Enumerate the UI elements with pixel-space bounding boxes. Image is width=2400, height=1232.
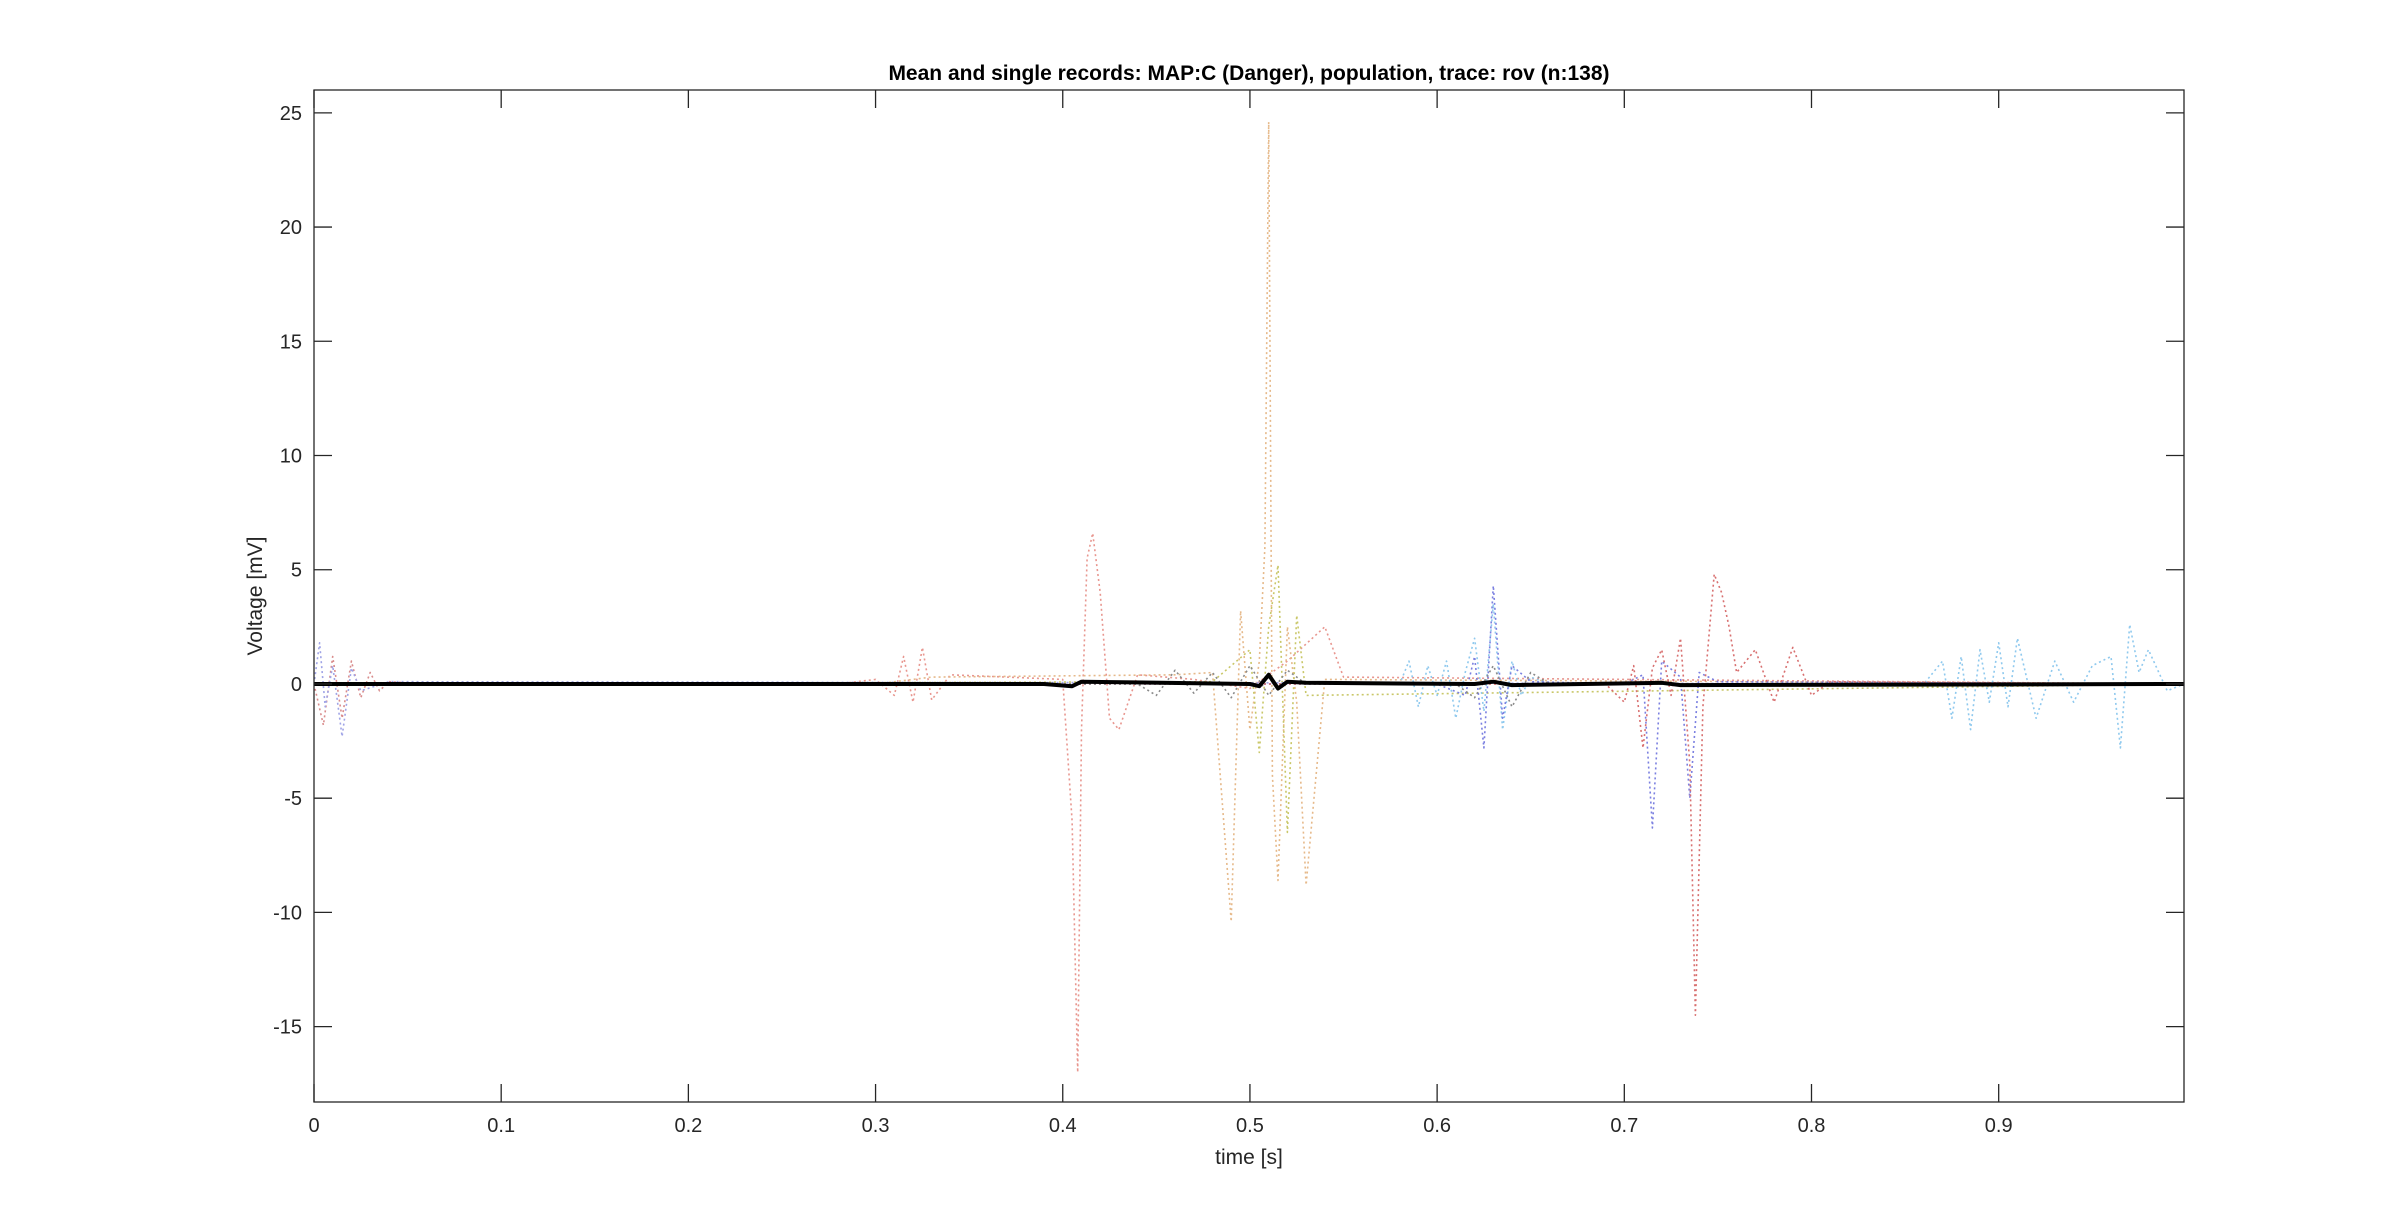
y-tick-label: 20: [280, 217, 302, 239]
chart-title: Mean and single records: MAP:C (Danger),…: [888, 62, 1609, 85]
trace-layer: [314, 121, 2184, 1074]
mean-trace-line: [314, 672, 2184, 691]
x-tick-label: 0.9: [1985, 1115, 2013, 1137]
x-tick-label: 0: [308, 1115, 319, 1137]
x-tick-label: 0.7: [1610, 1115, 1638, 1137]
single-record-trace-6: [314, 603, 2184, 749]
y-tick-label: 15: [280, 331, 302, 353]
y-tick-label: -5: [284, 788, 302, 810]
y-tick-label: -15: [273, 1017, 302, 1039]
x-axis-label: time [s]: [1215, 1146, 1283, 1169]
x-tick-label: 0.2: [674, 1115, 702, 1137]
x-tick-label: 0.1: [487, 1115, 515, 1137]
x-tick-label: 0.8: [1798, 1115, 1826, 1137]
x-tick-label: 0.3: [862, 1115, 890, 1137]
axes-frame: [313, 89, 2185, 1103]
y-tick-label: 5: [291, 560, 302, 582]
trace-group: [314, 121, 2184, 1074]
single-record-trace-8: [314, 573, 2184, 1017]
tick-layer: 0 0.1 0.2 0.3 0.4 0.5 0.6 0.7 0.8 0.9 -15 -10 -5 0 5 10…: [273, 90, 2184, 1137]
x-tick-label: 0.5: [1236, 1115, 1264, 1137]
y-axis-label: Voltage [mV]: [244, 536, 267, 655]
axes-border: [313, 89, 2185, 1103]
y-tick-label: 10: [280, 446, 302, 468]
y-tick-label: -10: [273, 902, 302, 924]
y-tick-label: 25: [280, 103, 302, 125]
single-record-trace-1: [314, 532, 2184, 1074]
y-tick-label: 0: [291, 674, 302, 696]
single-record-trace-9: [314, 664, 2184, 708]
single-record-trace-2: [314, 121, 2184, 923]
x-tick-label: 0.6: [1423, 1115, 1451, 1137]
plot-area: [314, 90, 2184, 1102]
x-tick-label: 0.4: [1049, 1115, 1077, 1137]
